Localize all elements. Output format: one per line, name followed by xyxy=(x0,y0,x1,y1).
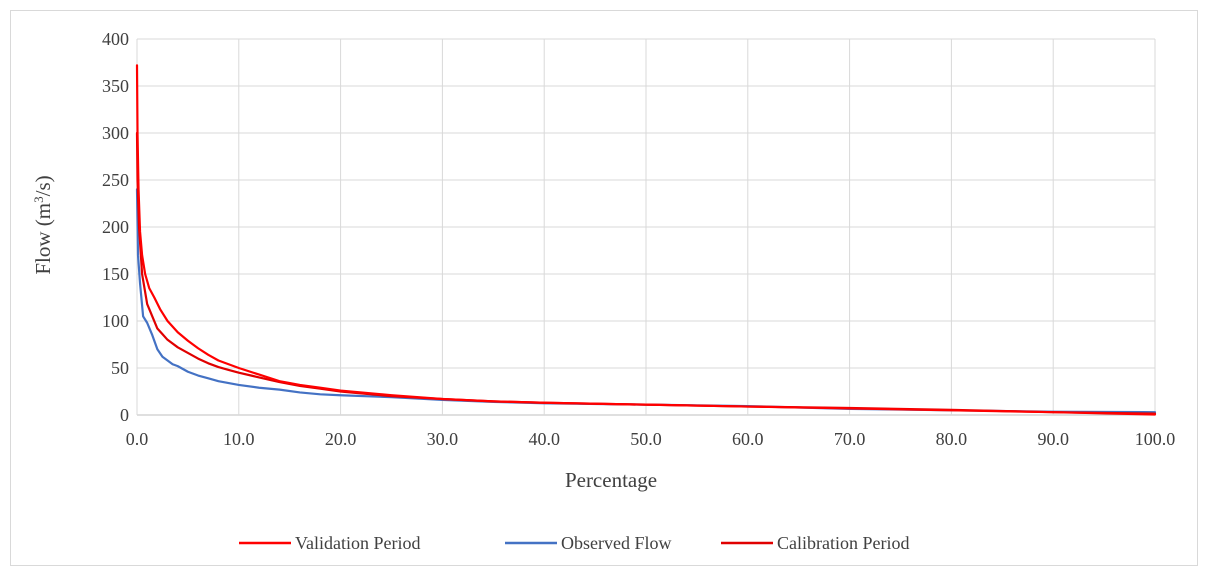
series-lines xyxy=(135,64,1157,416)
x-tick-label: 50.0 xyxy=(630,429,662,449)
x-tick-label: 20.0 xyxy=(325,429,357,449)
chart-frame: 0.0 10.0 20.0 30.0 40.0 50.0 60.0 70.0 80.0 90.0 1… xyxy=(10,10,1198,566)
y-axis-title: Flow (m3/s) xyxy=(31,175,56,274)
y-axis-title-prefix: Flow (m xyxy=(31,203,55,275)
y-tick-label: 350 xyxy=(102,76,129,96)
y-axis-title-superscript: 3 xyxy=(31,196,46,203)
y-tick-label: 0 xyxy=(120,405,129,425)
legend-label: Observed Flow xyxy=(561,533,672,553)
x-tick-label: 10.0 xyxy=(223,429,255,449)
gridlines xyxy=(136,38,1156,416)
x-tick-label: 30.0 xyxy=(427,429,459,449)
y-tick-label: 100 xyxy=(102,311,129,331)
y-tick-label: 50 xyxy=(111,358,129,378)
x-tick-labels: 0.0 10.0 20.0 30.0 40.0 50.0 60.0 70.0 80.0 90.0 1… xyxy=(126,429,1176,449)
y-tick-label: 200 xyxy=(102,217,129,237)
series-line-validation-period xyxy=(135,64,1157,416)
y-axis-title-suffix: /s) xyxy=(31,175,55,196)
legend: Validation Period Observed Flow Calibratio… xyxy=(239,533,909,553)
x-tick-label: 100.0 xyxy=(1135,429,1176,449)
y-tick-labels: 0 50 100 150 200 250 300 350 400 xyxy=(102,29,129,425)
y-tick-label: 300 xyxy=(102,123,129,143)
flow-duration-chart: 0.0 10.0 20.0 30.0 40.0 50.0 60.0 70.0 80.0 90.0 1… xyxy=(31,29,1176,553)
legend-label: Validation Period xyxy=(295,533,420,553)
x-tick-label: 40.0 xyxy=(528,429,560,449)
y-tick-label: 400 xyxy=(102,29,129,49)
y-tick-label: 250 xyxy=(102,170,129,190)
x-tick-label: 0.0 xyxy=(126,429,149,449)
y-tick-label: 150 xyxy=(102,264,129,284)
x-tick-label: 90.0 xyxy=(1037,429,1069,449)
x-axis-title: Percentage xyxy=(565,468,657,492)
x-tick-label: 60.0 xyxy=(732,429,764,449)
x-tick-label: 70.0 xyxy=(834,429,866,449)
legend-label: Calibration Period xyxy=(777,533,909,553)
x-tick-label: 80.0 xyxy=(936,429,968,449)
